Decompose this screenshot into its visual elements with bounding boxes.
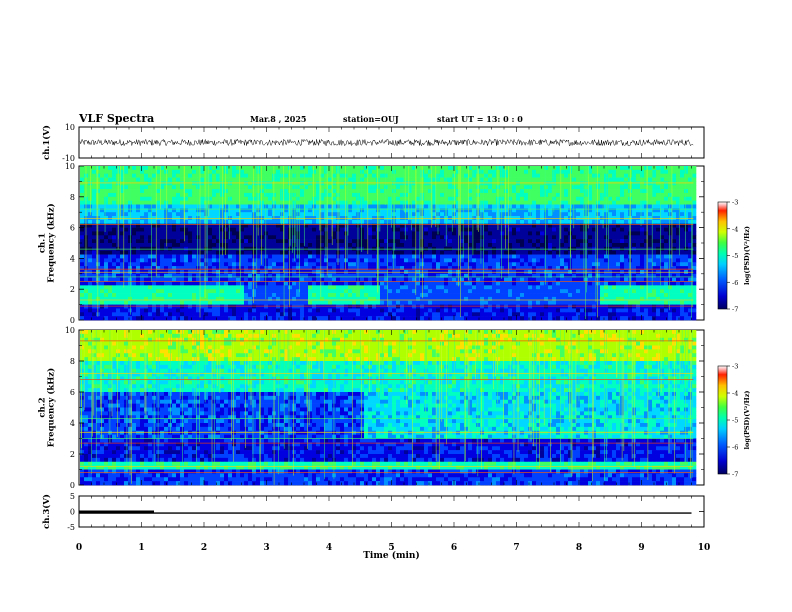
ch2-spectrogram-colorbar-tick-label: -5 — [732, 417, 738, 425]
xaxis-tick-label: 9 — [638, 543, 644, 553]
xaxis-tick-label: 3 — [263, 543, 269, 553]
ch2-spectrogram-colorbar-tick-label: -3 — [732, 363, 738, 371]
ch2-spectrogram-ytick-label: 6 — [70, 388, 75, 397]
ch1-spectrogram-ylabel: Frequency (kHz) — [46, 203, 57, 282]
ch1-spectrogram-colorbar-tick-label: -7 — [732, 306, 738, 314]
ch1-spectrogram-ytick-label: 10 — [65, 162, 75, 171]
ch2-spectrogram-colorbar-label: log(PSD)(V²/Hz) — [743, 391, 751, 450]
ch1-spectrogram-colorbar-tick-label: -6 — [732, 279, 738, 287]
ch1-spectrogram-ytick-label: 0 — [70, 316, 75, 325]
ch2-spectrogram-ylabel: Frequency (kHz) — [46, 368, 57, 447]
ch3-signal-ylabel: ch.3(V) — [41, 494, 52, 529]
start-time-label: start UT = 13: 0 : 0 — [437, 114, 523, 124]
xaxis-tick-label: 1 — [138, 543, 144, 553]
date-label: Mar.8 , 2025 — [250, 114, 307, 124]
ch2-spectrogram-ytick-label: 0 — [70, 481, 75, 490]
ch1-spectrogram-colorbar-label: log(PSD)(V²/Hz) — [743, 226, 751, 285]
ch1-waveform-ylabel: ch.1(V) — [41, 125, 52, 160]
xaxis-tick-label: 6 — [451, 543, 457, 553]
ch2-spectrogram-ytick-label: 8 — [70, 357, 75, 366]
ch2-spectrogram-image — [80, 330, 697, 486]
ch1-spectrogram-image — [80, 166, 697, 321]
ch1-spectrogram-ylabel: ch.1 — [38, 233, 48, 253]
ch3-signal-ytick-label: 5 — [70, 492, 75, 501]
xaxis-tick-label: 2 — [201, 543, 207, 553]
xaxis-tick-label: 4 — [326, 543, 332, 553]
ch1-waveform-trace — [79, 138, 694, 147]
ch2-spectrogram-ytick-label: 2 — [70, 450, 75, 459]
ch1-spectrogram-colorbar — [717, 201, 728, 310]
ch2-spectrogram-ytick-label: 4 — [70, 419, 75, 428]
ch2-spectrogram-ylabel: ch.2 — [38, 397, 48, 417]
ch2-spectrogram-colorbar-tick-label: -7 — [732, 471, 738, 479]
ch1-spectrogram-ytick-label: 4 — [70, 254, 75, 263]
xaxis-tick-label: 0 — [76, 543, 82, 553]
xaxis-tick-label: 5 — [388, 543, 394, 553]
ch1-spectrogram-ytick-label: 6 — [70, 224, 75, 233]
ch1-spectrogram-ytick-label: 8 — [70, 193, 75, 202]
ch1-spectrogram-colorbar-tick-label: -3 — [732, 199, 738, 207]
ch1-spectrogram-colorbar-tick-label: -5 — [732, 252, 738, 260]
ch2-spectrogram-colorbar-tick-label: -4 — [732, 390, 738, 398]
xaxis-tick-label: 10 — [698, 543, 711, 553]
ch1-waveform-ytick-label: -10 — [62, 154, 75, 163]
ch3-signal-ytick-label: -5 — [67, 523, 75, 532]
ch2-spectrogram-colorbar-tick-label: -6 — [732, 444, 738, 452]
xaxis-tick-label: 7 — [513, 543, 519, 553]
ch1-spectrogram-colorbar-tick-label: -4 — [732, 225, 738, 233]
ch1-spectrogram-ytick-label: 2 — [70, 285, 75, 294]
ch3-signal-ytick-label: 0 — [70, 508, 75, 517]
figure-title: VLF Spectra — [79, 112, 155, 125]
ch2-spectrogram-colorbar — [717, 365, 728, 475]
ch1-waveform-ytick-label: 10 — [65, 123, 75, 132]
station-label: station=OUJ — [343, 114, 399, 124]
xaxis-tick-label: 8 — [576, 543, 582, 553]
ch2-spectrogram-ytick-label: 10 — [65, 326, 75, 335]
xaxis-label: Time (min) — [363, 550, 420, 561]
